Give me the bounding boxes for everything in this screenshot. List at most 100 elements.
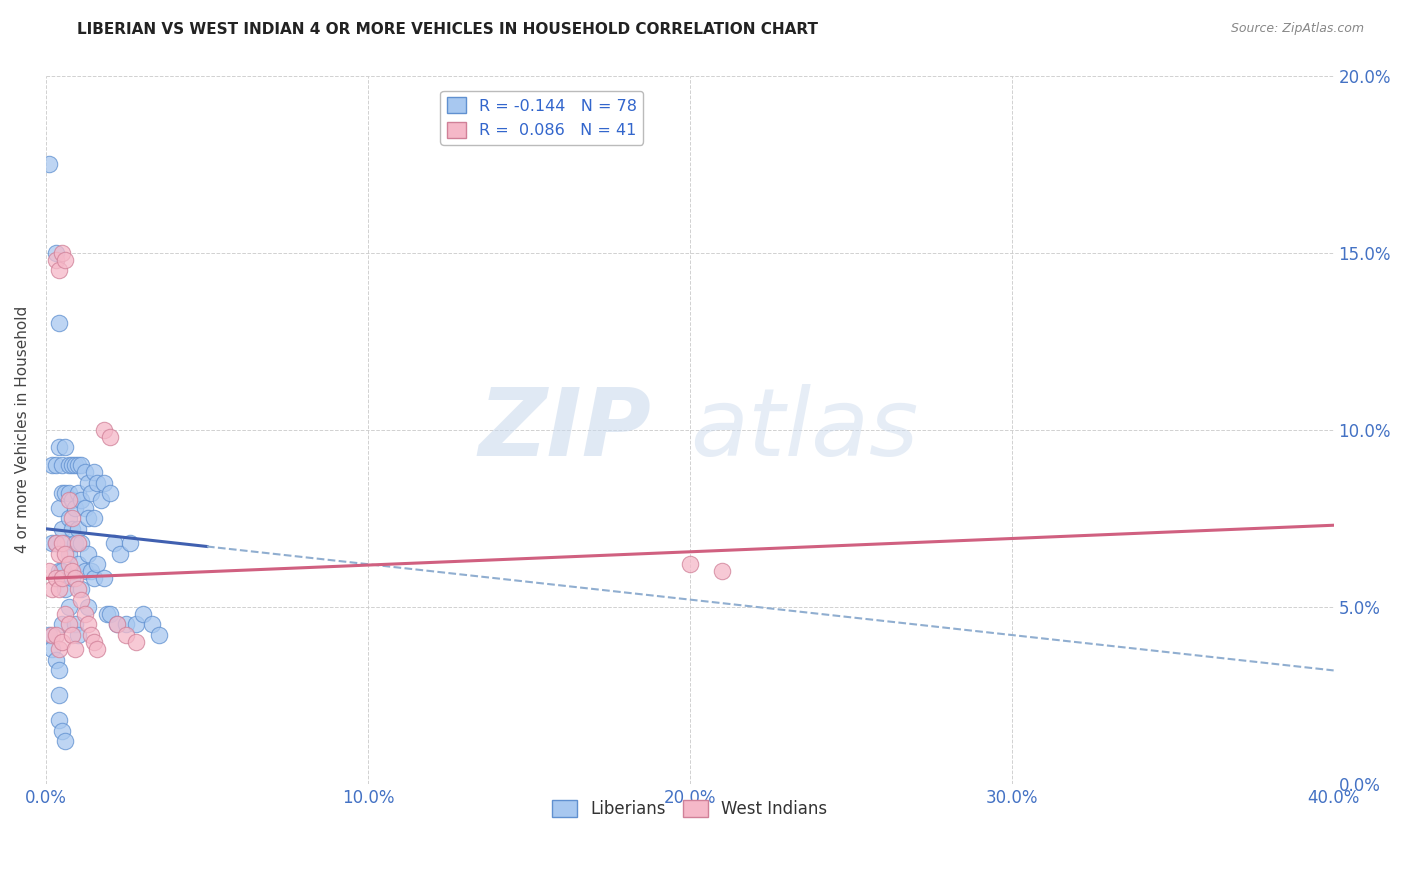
Point <box>48 440 70 454</box>
Point <box>58 599 80 614</box>
Point <box>51 635 73 649</box>
Point <box>58 493 80 508</box>
Point <box>105 617 128 632</box>
Point <box>83 465 105 479</box>
Point <box>83 511 105 525</box>
Text: atlas: atlas <box>690 384 918 475</box>
Point <box>48 263 70 277</box>
Point <box>108 547 131 561</box>
Point <box>76 511 98 525</box>
Point <box>53 582 76 596</box>
Point <box>83 571 105 585</box>
Point <box>60 628 83 642</box>
Point <box>48 688 70 702</box>
Point <box>53 734 76 748</box>
Point <box>67 458 90 472</box>
Point <box>679 557 702 571</box>
Point <box>45 571 67 585</box>
Text: LIBERIAN VS WEST INDIAN 4 OR MORE VEHICLES IN HOUSEHOLD CORRELATION CHART: LIBERIAN VS WEST INDIAN 4 OR MORE VEHICL… <box>77 22 818 37</box>
Point <box>98 430 121 444</box>
Point <box>80 564 103 578</box>
Point <box>53 252 76 267</box>
Point <box>53 607 76 621</box>
Point <box>60 564 83 578</box>
Point <box>51 486 73 500</box>
Point <box>45 458 67 472</box>
Point <box>70 536 93 550</box>
Point <box>105 617 128 632</box>
Point <box>48 664 70 678</box>
Point <box>80 628 103 642</box>
Point <box>58 557 80 571</box>
Point <box>53 486 76 500</box>
Point <box>76 599 98 614</box>
Point <box>63 642 86 657</box>
Point <box>48 582 70 596</box>
Point <box>51 522 73 536</box>
Point <box>67 522 90 536</box>
Point <box>86 642 108 657</box>
Point <box>73 607 96 621</box>
Point <box>115 617 138 632</box>
Point <box>48 500 70 515</box>
Point <box>67 582 90 596</box>
Point <box>51 458 73 472</box>
Point <box>51 571 73 585</box>
Point <box>58 617 80 632</box>
Point <box>125 617 148 632</box>
Point <box>115 628 138 642</box>
Point <box>63 458 86 472</box>
Point <box>38 564 60 578</box>
Point <box>45 653 67 667</box>
Point <box>51 564 73 578</box>
Point <box>83 635 105 649</box>
Point <box>60 493 83 508</box>
Point <box>58 547 80 561</box>
Point <box>70 592 93 607</box>
Point <box>70 493 93 508</box>
Y-axis label: 4 or more Vehicles in Household: 4 or more Vehicles in Household <box>15 306 30 553</box>
Point <box>103 536 125 550</box>
Point <box>131 607 153 621</box>
Text: Source: ZipAtlas.com: Source: ZipAtlas.com <box>1230 22 1364 36</box>
Point <box>73 465 96 479</box>
Point <box>51 617 73 632</box>
Point <box>45 628 67 642</box>
Point <box>63 536 86 550</box>
Point <box>38 157 60 171</box>
Point <box>51 245 73 260</box>
Point <box>48 642 70 657</box>
Point <box>53 547 76 561</box>
Point <box>41 642 63 657</box>
Point <box>60 522 83 536</box>
Point <box>70 458 93 472</box>
Point <box>73 564 96 578</box>
Point <box>118 536 141 550</box>
Point <box>141 617 163 632</box>
Text: ZIP: ZIP <box>478 384 651 475</box>
Point <box>73 500 96 515</box>
Point <box>86 557 108 571</box>
Point <box>90 493 112 508</box>
Point <box>60 571 83 585</box>
Point <box>38 628 60 642</box>
Point <box>41 582 63 596</box>
Point <box>76 547 98 561</box>
Point <box>98 607 121 621</box>
Point <box>93 571 115 585</box>
Point <box>93 475 115 490</box>
Point <box>48 564 70 578</box>
Point <box>76 617 98 632</box>
Point <box>125 635 148 649</box>
Point <box>76 475 98 490</box>
Point <box>63 571 86 585</box>
Legend: Liberians, West Indians: Liberians, West Indians <box>546 794 834 825</box>
Point <box>53 440 76 454</box>
Point <box>45 252 67 267</box>
Point <box>70 582 93 596</box>
Point <box>48 317 70 331</box>
Point <box>60 458 83 472</box>
Point <box>41 628 63 642</box>
Point <box>48 547 70 561</box>
Point <box>58 486 80 500</box>
